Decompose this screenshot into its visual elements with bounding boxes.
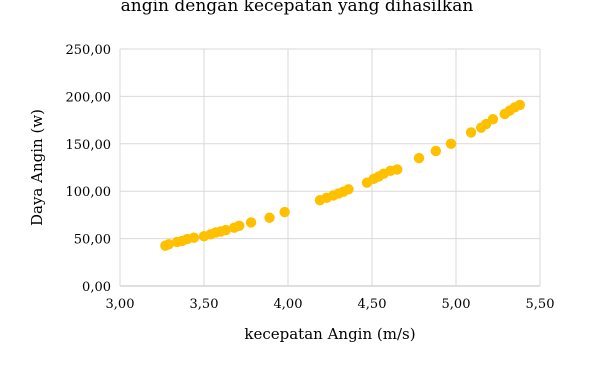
x-tick-label: 4,00 — [274, 297, 303, 312]
data-point — [465, 127, 477, 138]
data-point — [234, 220, 245, 232]
x-tick-label: 3,00 — [106, 297, 135, 312]
x-axis-label: kecepatan Angin (m/s) — [244, 325, 415, 343]
grid-lines — [119, 48, 541, 287]
data-point — [279, 206, 290, 218]
y-tick-label: 200,00 — [66, 90, 112, 105]
y-axis-label: Daya Angin (w) — [28, 109, 46, 226]
y-axis-ticks: 0,00 50,00 100,00 150,00 200,00 250,00 — [66, 43, 112, 295]
y-tick-label: 100,00 — [66, 185, 112, 200]
x-tick-label: 4,50 — [358, 297, 387, 312]
data-points — [160, 99, 526, 251]
data-point — [514, 99, 526, 111]
x-axis-ticks: 3,00 3,50 4,00 4,50 5,00 5,50 — [106, 297, 555, 312]
y-tick-label: 250,00 — [66, 43, 112, 58]
data-point — [487, 113, 499, 125]
chart-title: angin dengan kecepatan yang dihasilkan — [121, 0, 474, 16]
data-point — [343, 184, 354, 195]
data-point — [220, 224, 232, 236]
data-point — [413, 152, 425, 164]
y-tick-label: 150,00 — [66, 138, 112, 153]
data-point — [430, 145, 442, 157]
x-tick-label: 3,50 — [190, 297, 219, 312]
x-tick-label: 5,50 — [526, 297, 555, 312]
data-point — [163, 239, 174, 250]
data-point — [392, 164, 403, 175]
data-point — [264, 212, 275, 223]
y-tick-label: 0,00 — [82, 280, 111, 295]
y-tick-label: 50,00 — [74, 233, 111, 248]
data-point — [245, 217, 257, 228]
data-point — [188, 232, 200, 243]
data-point — [445, 138, 457, 149]
x-tick-label: 5,00 — [442, 297, 471, 312]
